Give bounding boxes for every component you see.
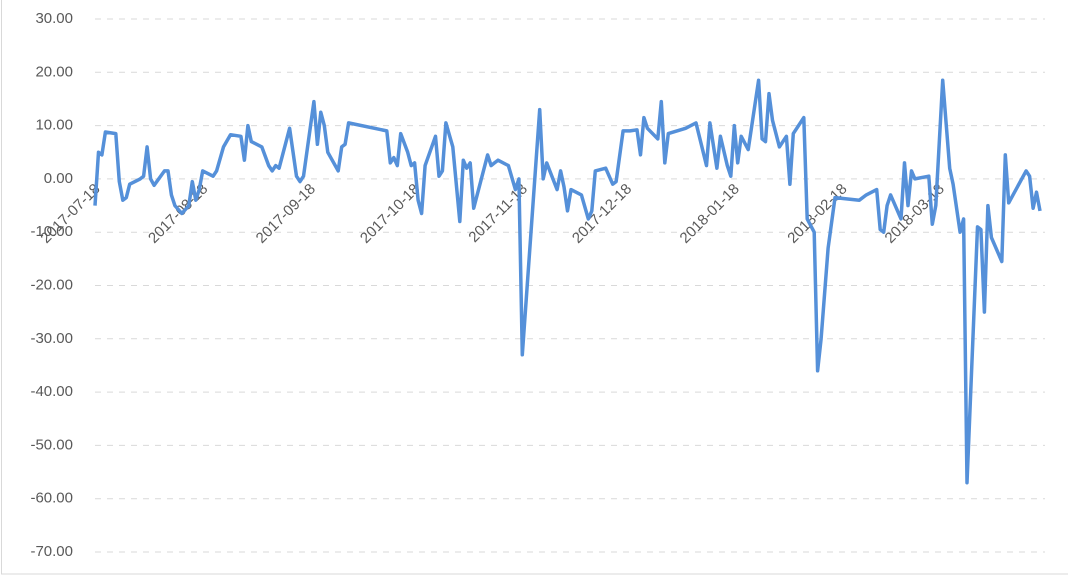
y-tick-label: 10.00 xyxy=(35,117,73,134)
y-tick-label: -70.00 xyxy=(30,543,73,560)
y-tick-label: -40.00 xyxy=(30,383,73,400)
data-line xyxy=(93,78,1042,485)
y-tick-label: 30.00 xyxy=(35,10,73,27)
y-tick-label: 0.00 xyxy=(44,170,73,187)
x-tick-label: 2018-01-18 xyxy=(677,181,743,247)
y-tick-label: -30.00 xyxy=(30,330,73,347)
y-tick-label: -10.00 xyxy=(30,223,73,240)
x-tick-label: 2017-12-18 xyxy=(569,181,635,247)
x-tick-label: 2017-08-18 xyxy=(145,181,211,247)
x-tick-label: 2017-10-18 xyxy=(357,181,423,247)
x-tick-label: 2018-02-18 xyxy=(784,181,850,247)
y-tick-label: -50.00 xyxy=(30,436,73,453)
y-tick-label: -60.00 xyxy=(30,490,73,507)
y-tick-label: -20.00 xyxy=(30,276,73,293)
y-tick-label: 20.00 xyxy=(35,63,73,80)
x-tick-label: 2017-09-18 xyxy=(253,181,319,247)
